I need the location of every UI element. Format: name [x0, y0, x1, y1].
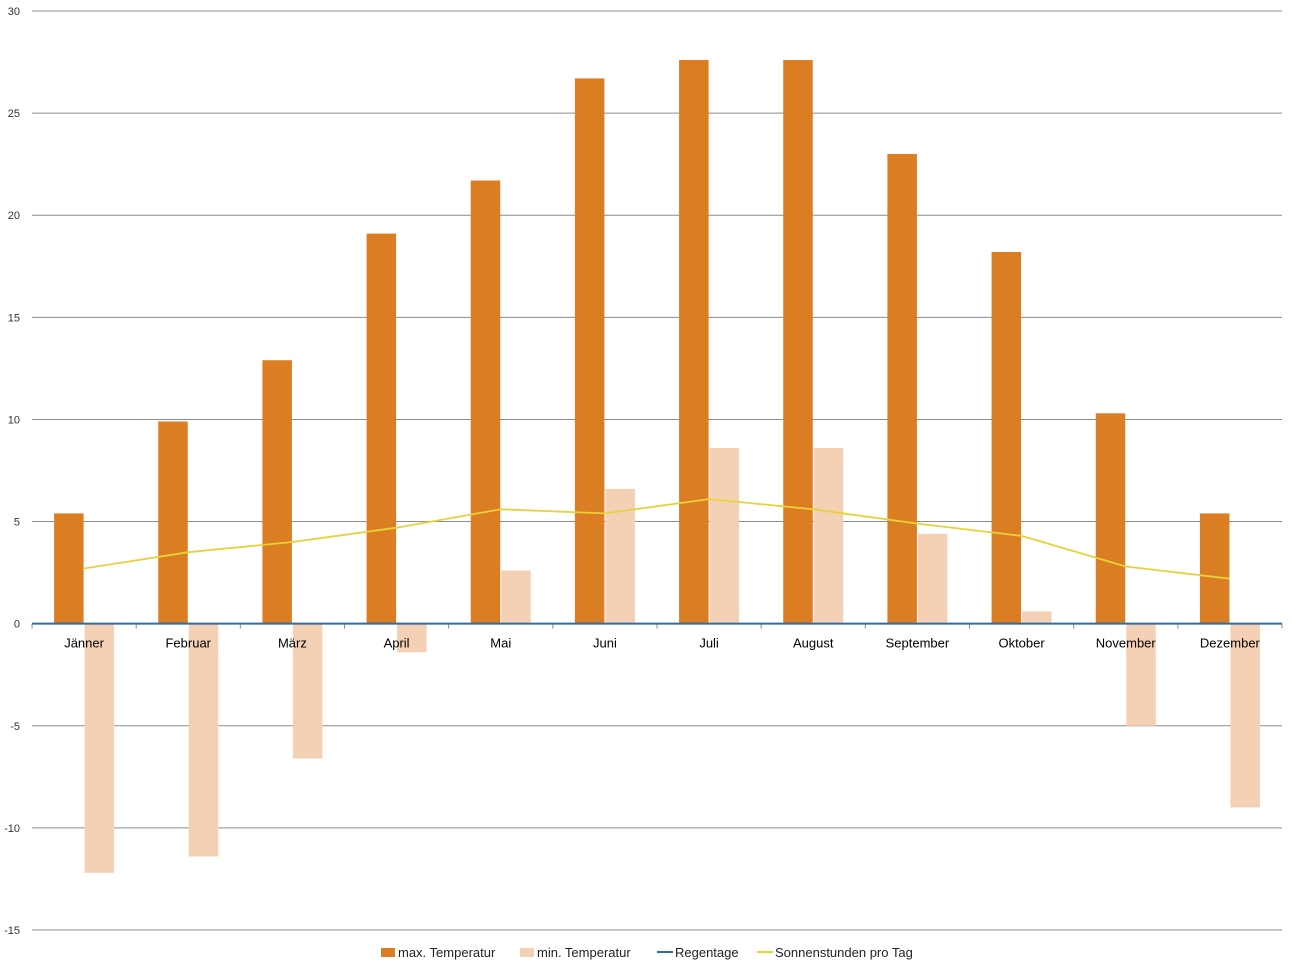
y-tick-label: -5 [10, 721, 20, 733]
x-tick-label-janner: Jänner [64, 636, 104, 651]
x-tick-label-april: April [384, 636, 410, 651]
bars [54, 60, 1260, 873]
x-tick-label-mai: Mai [490, 636, 511, 651]
bar-min-temperatur-dezember [1230, 623, 1260, 808]
bar-min-temperatur-november [1126, 623, 1156, 726]
legend-item-sonnenstunden-pro-tag: Sonnenstunden pro Tag [757, 945, 913, 960]
x-tick-label-september: September [886, 636, 950, 651]
bar-min-temperatur-mai [501, 570, 531, 624]
x-tick-label-oktober: Oktober [998, 636, 1045, 651]
legend-item-max-temperatur: max. Temperatur [381, 945, 496, 960]
bar-max-temperatur-janner [54, 513, 84, 624]
bar-max-temperatur-marz [262, 360, 292, 624]
y-tick-label: -10 [4, 823, 20, 835]
bar-max-temperatur-februar [158, 421, 188, 624]
x-axis-ticks: Jänner Februar März April Mai Juni Juli August S… [64, 636, 1260, 651]
x-tick-label-juni: Juni [593, 636, 617, 651]
bar-min-temperatur-september [917, 533, 948, 624]
y-tick-label: 30 [8, 6, 20, 18]
x-tick-label-august: August [793, 636, 834, 651]
legend-label: max. Temperatur [398, 945, 496, 960]
y-tick-label: 15 [8, 312, 20, 324]
y-tick-label: -15 [4, 925, 20, 937]
bar-max-temperatur-september [887, 153, 917, 624]
legend: max. Temperatur min. Temperatur Regentage S… [381, 945, 913, 960]
bar-max-temperatur-november [1095, 413, 1126, 624]
legend-label: Sonnenstunden pro Tag [775, 945, 913, 960]
bar-max-temperatur-august [783, 60, 813, 624]
legend-label: Regentage [675, 945, 739, 960]
legend-item-min-temperatur: min. Temperatur [520, 945, 631, 960]
bar-min-temperatur-august [813, 448, 844, 624]
legend-item-regentage: Regentage [657, 945, 739, 960]
x-tick-label-november: November [1096, 636, 1157, 651]
series-lines [32, 498, 1282, 625]
bar-min-temperatur-juli [709, 448, 740, 624]
y-tick-label: 5 [14, 517, 20, 529]
x-tick-label-juli: Juli [699, 636, 719, 651]
y-axis-ticks: 30 25 20 15 10 5 0 -5 -10 -15 [4, 6, 20, 937]
legend-swatch [520, 948, 534, 957]
x-tick-label-dezember: Dezember [1200, 636, 1261, 651]
x-tick-label-februar: Februar [165, 636, 211, 651]
y-tick-label: 20 [8, 210, 20, 222]
bar-max-temperatur-juni [574, 78, 605, 624]
bar-min-temperatur-marz [292, 623, 323, 759]
legend-label: min. Temperatur [537, 945, 631, 960]
bar-min-temperatur-janner [84, 623, 115, 873]
line-sonnenstunden-pro-tag [83, 498, 1231, 580]
x-tick-label-marz: März [278, 636, 307, 651]
bar-max-temperatur-mai [470, 180, 501, 624]
bar-min-temperatur-oktober [1022, 611, 1052, 624]
bar-max-temperatur-april [366, 233, 397, 624]
gridlines [32, 10, 1282, 931]
y-tick-label: 10 [8, 414, 20, 426]
bar-max-temperatur-juli [679, 60, 709, 624]
bar-max-temperatur-dezember [1199, 513, 1230, 624]
y-tick-label: 0 [14, 619, 20, 631]
bar-min-temperatur-april [397, 623, 427, 653]
bar-max-temperatur-oktober [991, 251, 1022, 624]
bar-min-temperatur-februar [188, 623, 219, 857]
y-tick-label: 25 [8, 108, 20, 120]
legend-swatch [381, 948, 395, 957]
